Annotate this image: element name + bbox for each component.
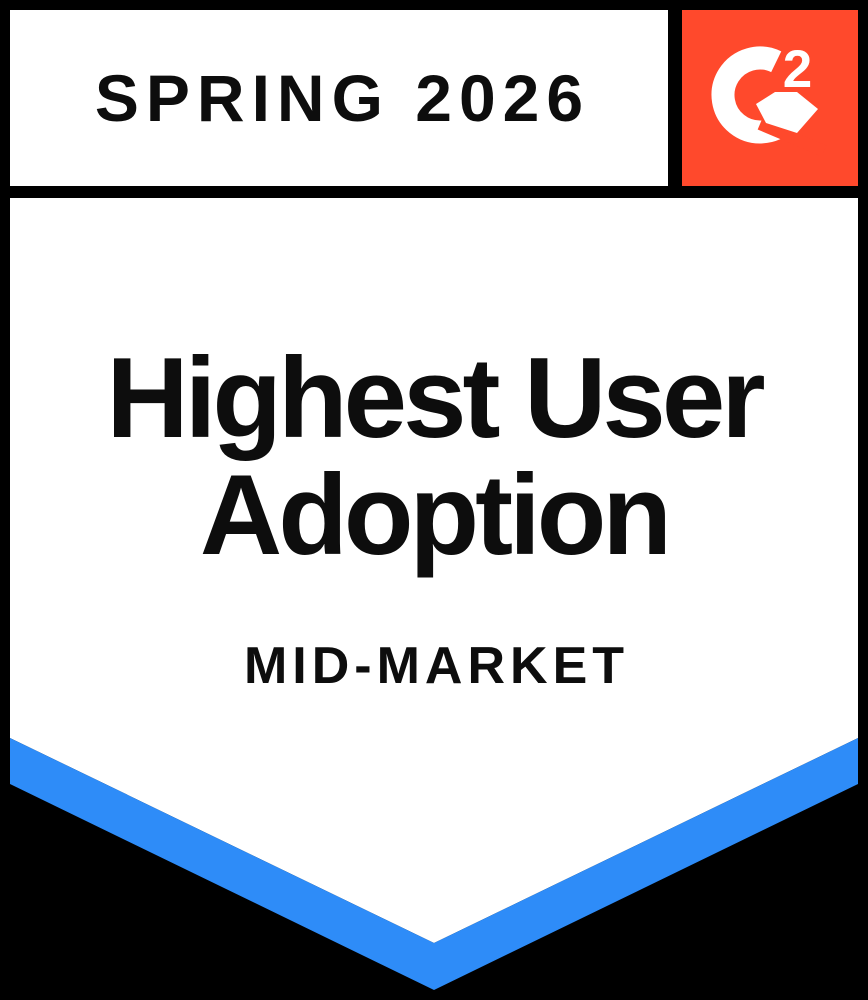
ribbon-chevron	[10, 738, 858, 990]
g2-slit	[757, 118, 827, 157]
award-title-line1: Highest User	[106, 335, 765, 462]
pennant-body	[10, 198, 858, 943]
g2-logo-tile: 2	[682, 10, 858, 186]
pennant-shape	[10, 198, 858, 990]
season-label: SPRING 2026	[94, 61, 591, 135]
g2-arrow	[756, 92, 818, 133]
season-banner: SPRING 2026	[10, 10, 668, 186]
g2-superscript: 2	[783, 40, 812, 99]
g2-logo-icon: 2	[711, 40, 827, 157]
award-title-line2: Adoption	[199, 452, 672, 579]
award-title: Highest User Adoption	[10, 340, 858, 574]
market-segment-label: MID-MARKET	[243, 637, 630, 695]
